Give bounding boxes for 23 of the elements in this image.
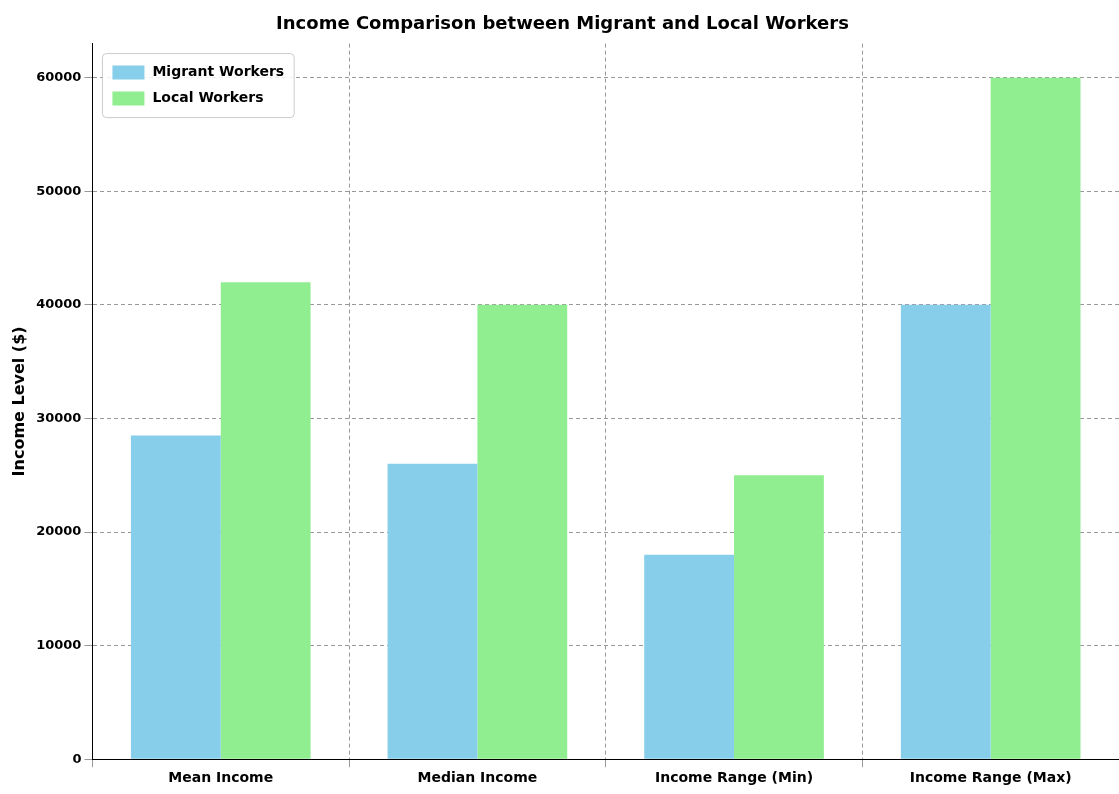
x-tick-label: Median Income bbox=[417, 769, 538, 786]
bar bbox=[220, 282, 311, 759]
chart-title: Income Comparison between Migrant and Local Workers bbox=[276, 12, 849, 34]
bar bbox=[130, 435, 221, 759]
legend-label: Migrant Workers bbox=[152, 63, 285, 80]
y-tick-label: 20000 bbox=[36, 523, 82, 539]
y-tick-label: 50000 bbox=[36, 182, 82, 198]
y-tick-label: 10000 bbox=[36, 636, 82, 652]
bar bbox=[734, 475, 824, 759]
legend-label: Local Workers bbox=[152, 89, 264, 106]
x-tick-label: Income Range (Max) bbox=[909, 769, 1072, 786]
bar bbox=[990, 77, 1081, 759]
x-tick-label: Income Range (Min) bbox=[654, 769, 814, 786]
y-tick-label: 0 bbox=[72, 750, 82, 766]
bar bbox=[900, 304, 991, 759]
y-axis-title: Income Level ($) bbox=[8, 326, 28, 477]
bar bbox=[644, 554, 735, 759]
bar bbox=[477, 304, 568, 759]
y-tick-label: 40000 bbox=[36, 296, 82, 312]
y-tick-label: 30000 bbox=[36, 409, 82, 425]
y-tick-label: 60000 bbox=[36, 69, 82, 85]
bar bbox=[387, 463, 478, 759]
x-tick-label: Mean Income bbox=[168, 769, 274, 786]
